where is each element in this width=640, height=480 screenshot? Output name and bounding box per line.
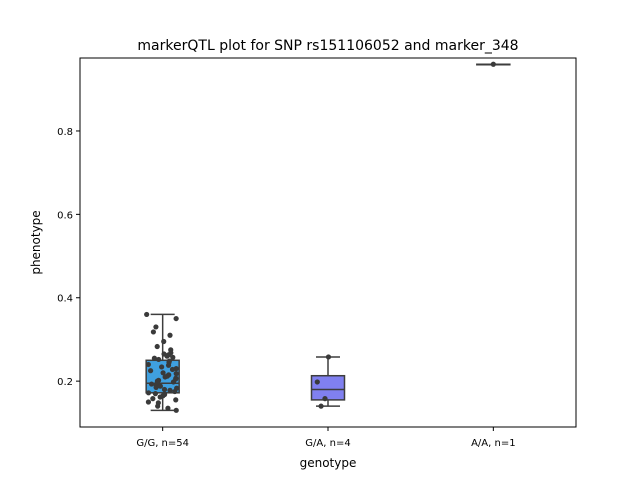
data-point (167, 332, 173, 338)
box-iqr (310, 374, 346, 401)
data-point (152, 391, 159, 397)
points-layer (144, 61, 496, 413)
y-axis: 0.2 0.4 0.6 0.8 (57, 127, 80, 388)
data-point (490, 61, 496, 67)
data-point (147, 368, 154, 374)
y-tick-label: 0.4 (57, 294, 73, 305)
data-point (169, 366, 176, 373)
data-point (162, 374, 168, 380)
data-point (164, 353, 170, 359)
data-point (156, 356, 162, 363)
data-point (145, 390, 152, 396)
data-point (322, 396, 328, 402)
y-tick-label: 0.8 (57, 127, 73, 138)
chart-title: markerQTL plot for SNP rs151106052 and m… (137, 38, 518, 54)
y-tick-label: 0.2 (57, 377, 73, 388)
data-point (157, 383, 163, 389)
x-axis: G/G, n=54 G/A, n=4 A/A, n=1 (136, 427, 516, 449)
data-point (145, 399, 152, 405)
data-point (159, 364, 165, 370)
x-tick-label: G/G, n=54 (136, 438, 189, 449)
data-point (170, 354, 176, 360)
x-tick-label: A/A, n=1 (471, 438, 516, 449)
data-point (144, 311, 150, 318)
data-point (167, 387, 173, 393)
data-point (173, 371, 179, 377)
data-point (173, 397, 179, 403)
data-point (318, 403, 324, 409)
y-tick-label: 0.6 (57, 210, 73, 221)
data-point (153, 384, 159, 390)
plot-frame (79, 57, 577, 428)
data-point (172, 388, 178, 395)
data-point (161, 386, 168, 393)
data-point (170, 379, 177, 385)
data-point (148, 381, 155, 387)
data-point (173, 407, 179, 413)
x-axis-label: genotype (300, 456, 357, 470)
y-axis-label: phenotype (29, 210, 43, 274)
data-point (155, 403, 161, 409)
data-point (325, 354, 332, 360)
data-point (157, 394, 163, 400)
x-tick-label: G/A, n=4 (305, 438, 350, 449)
data-point (151, 355, 158, 361)
data-point (161, 338, 167, 345)
data-point (153, 324, 159, 330)
data-point (165, 405, 171, 411)
data-point (150, 329, 157, 335)
data-point (160, 370, 166, 376)
data-point (145, 361, 151, 368)
data-point (154, 343, 160, 350)
data-point (173, 315, 179, 322)
data-point (150, 396, 156, 402)
data-point (314, 379, 320, 385)
data-point (165, 362, 172, 368)
